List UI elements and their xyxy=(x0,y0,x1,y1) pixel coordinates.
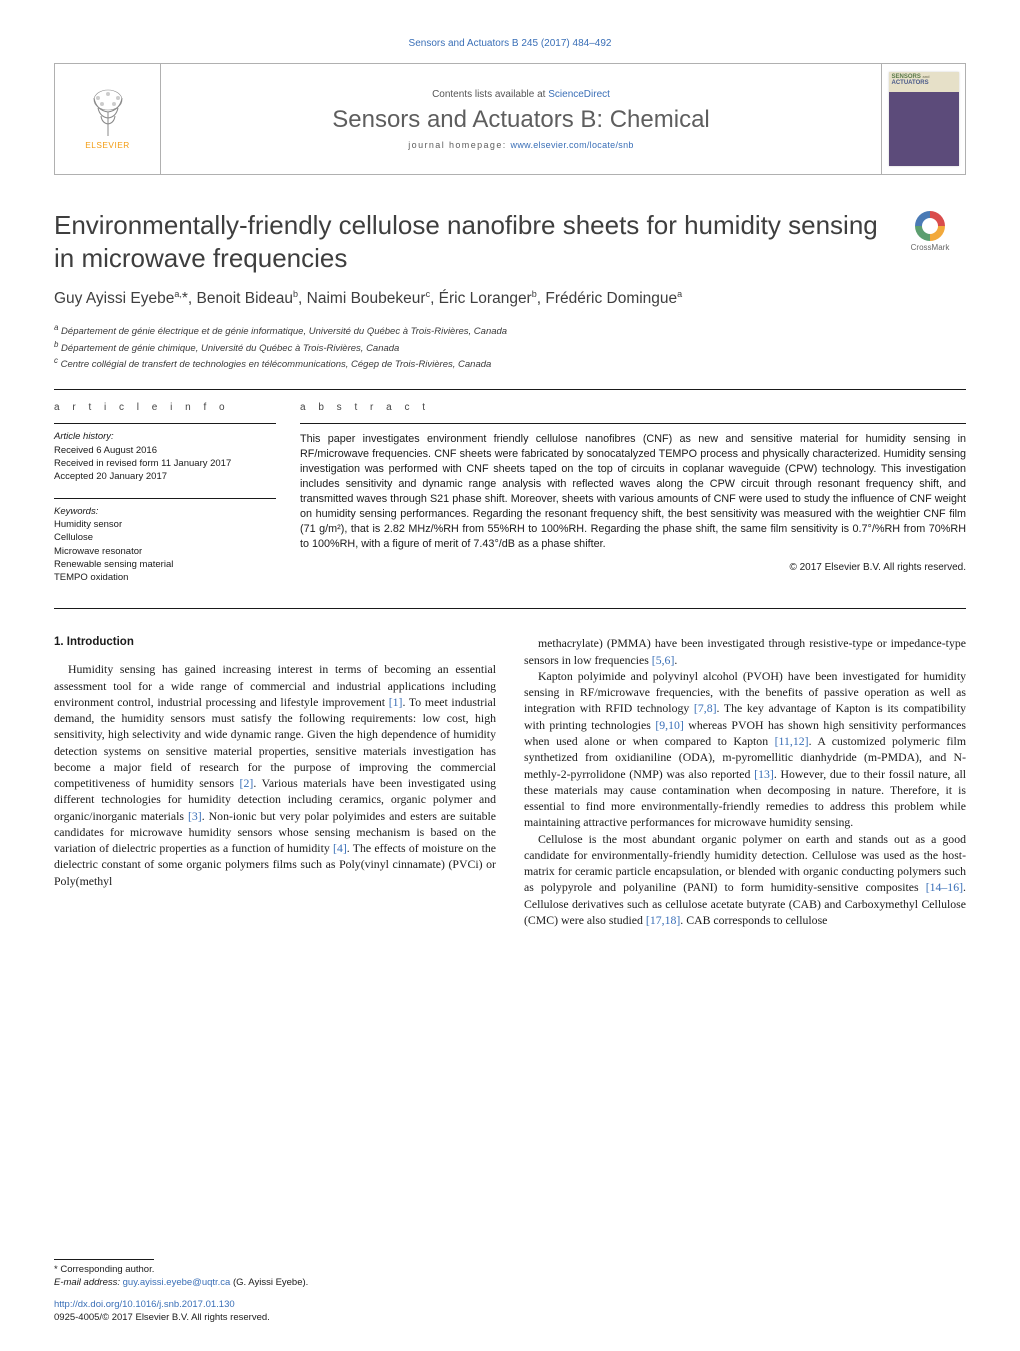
header-box: ELSEVIER Contents lists available at Sci… xyxy=(54,63,966,175)
article-info-head: a r t i c l e i n f o xyxy=(54,402,276,413)
affiliation-a: a Département de génie électrique et de … xyxy=(54,322,966,338)
affiliation-b: b Département de génie chimique, Univers… xyxy=(54,339,966,355)
keywords-label: Keywords: xyxy=(54,505,276,518)
top-rule xyxy=(54,389,966,390)
journal-cover-cell: SENSORS and ACTUATORS xyxy=(881,64,965,174)
intro-paragraph-4: Cellulose is the most abundant organic p… xyxy=(524,831,966,929)
history-revised: Received in revised form 11 January 2017 xyxy=(54,457,276,470)
homepage-link[interactable]: www.elsevier.com/locate/snb xyxy=(511,140,634,150)
cover-actuators: ACTUATORS xyxy=(892,80,929,86)
homepage-label: journal homepage: xyxy=(408,140,510,150)
journal-name: Sensors and Actuators B: Chemical xyxy=(332,106,710,134)
cover-title-text: SENSORS and ACTUATORS xyxy=(892,74,930,86)
section-1-heading: 1. Introduction xyxy=(54,635,496,651)
keywords-block: Keywords: Humidity sensor Cellulose Micr… xyxy=(54,498,276,585)
cover-and: and xyxy=(923,74,930,79)
keyword-4: Renewable sensing material xyxy=(54,558,276,571)
author-list: Guy Ayissi Eyebea,*, Benoit Bideaub, Nai… xyxy=(54,288,966,310)
affiliation-c: c Centre collégial de transfert de techn… xyxy=(54,355,966,371)
keyword-5: TEMPO oxidation xyxy=(54,571,276,584)
history-accepted: Accepted 20 January 2017 xyxy=(54,470,276,483)
footer-rule xyxy=(54,1259,154,1260)
mid-rule xyxy=(54,608,966,609)
keyword-1: Humidity sensor xyxy=(54,518,276,531)
sciencedirect-link[interactable]: ScienceDirect xyxy=(548,89,610,100)
affiliations: a Département de génie électrique et de … xyxy=(54,322,966,371)
journal-cover: SENSORS and ACTUATORS xyxy=(889,72,959,166)
history-label: Article history: xyxy=(54,430,276,443)
homepage-line: journal homepage: www.elsevier.com/locat… xyxy=(408,140,633,150)
email-label: E-mail address: xyxy=(54,1277,123,1288)
crossmark-badge[interactable]: CrossMark xyxy=(894,209,966,257)
contents-available-line: Contents lists available at ScienceDirec… xyxy=(432,89,610,100)
elsevier-tree-icon xyxy=(86,88,130,138)
keyword-2: Cellulose xyxy=(54,531,276,544)
title-row: Environmentally-friendly cellulose nanof… xyxy=(54,209,966,274)
keyword-3: Microwave resonator xyxy=(54,545,276,558)
intro-paragraph-2: methacrylate) (PMMA) have been investiga… xyxy=(524,635,966,668)
article-title: Environmentally-friendly cellulose nanof… xyxy=(54,209,878,274)
header-mid: Contents lists available at ScienceDirec… xyxy=(161,64,881,174)
article-info-column: a r t i c l e i n f o Article history: R… xyxy=(54,392,276,584)
email-line: E-mail address: guy.ayissi.eyebe@uqtr.ca… xyxy=(54,1277,484,1290)
footer-block: * Corresponding author. E-mail address: … xyxy=(54,1259,484,1325)
body-columns: 1. Introduction Humidity sensing has gai… xyxy=(54,635,966,928)
crossmark-label: CrossMark xyxy=(911,243,950,252)
email-suffix: (G. Ayissi Eyebe). xyxy=(230,1277,308,1288)
abstract-copyright: © 2017 Elsevier B.V. All rights reserved… xyxy=(300,562,966,573)
intro-paragraph-3: Kapton polyimide and polyvinyl alcohol (… xyxy=(524,668,966,831)
issn-copyright: 0925-4005/© 2017 Elsevier B.V. All right… xyxy=(54,1312,484,1325)
info-abstract-row: a r t i c l e i n f o Article history: R… xyxy=(54,392,966,584)
abstract-head: a b s t r a c t xyxy=(300,402,966,413)
corresponding-author-note: * Corresponding author. xyxy=(54,1264,484,1277)
intro-paragraph-1: Humidity sensing has gained increasing i… xyxy=(54,661,496,889)
abstract-column: a b s t r a c t This paper investigates … xyxy=(300,392,966,584)
abstract-text: This paper investigates environment frie… xyxy=(300,423,966,551)
history-received: Received 6 August 2016 xyxy=(54,444,276,457)
email-link[interactable]: guy.ayissi.eyebe@uqtr.ca xyxy=(123,1277,231,1288)
article-history: Article history: Received 6 August 2016 … xyxy=(54,423,276,483)
doi-link[interactable]: http://dx.doi.org/10.1016/j.snb.2017.01.… xyxy=(54,1299,235,1310)
contents-prefix: Contents lists available at xyxy=(432,89,548,100)
crossmark-icon xyxy=(915,211,945,241)
header-citation: Sensors and Actuators B 245 (2017) 484–4… xyxy=(54,38,966,49)
elsevier-wordmark: ELSEVIER xyxy=(85,140,130,150)
publisher-logo-cell: ELSEVIER xyxy=(55,64,161,174)
elsevier-logo: ELSEVIER xyxy=(85,88,130,150)
